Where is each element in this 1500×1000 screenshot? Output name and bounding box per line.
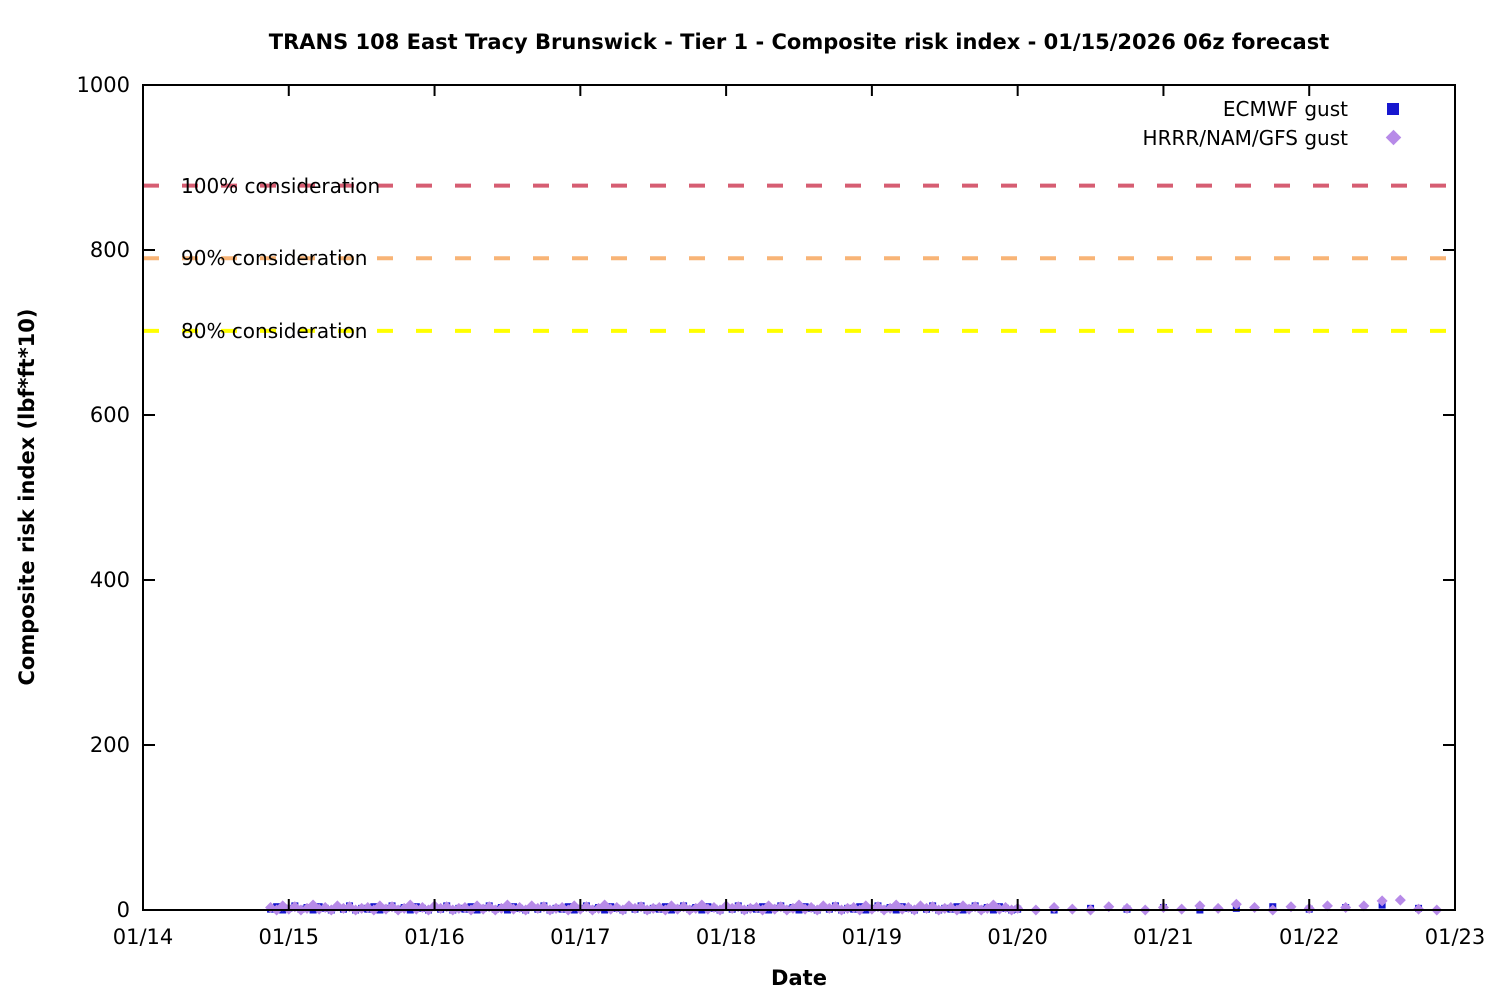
x-tick-label: 01/23: [1425, 925, 1486, 949]
x-tick-label: 01/18: [696, 925, 757, 949]
legend-item-hrrr-nam-gfs: HRRR/NAM/GFS gust: [1080, 123, 1410, 152]
x-tick-label: 01/22: [1279, 925, 1340, 949]
data-point-marker: [1340, 902, 1352, 914]
data-point-marker: [1230, 898, 1242, 910]
legend-label: HRRR/NAM/GFS gust: [1142, 125, 1348, 150]
threshold-label-80pct: 80% consideration: [181, 318, 368, 343]
y-tick-label: 0: [117, 898, 130, 922]
y-tick-label: 1000: [77, 73, 130, 97]
y-tick-label: 600: [90, 403, 130, 427]
y-tick-label: 400: [90, 568, 130, 592]
legend-label: ECMWF gust: [1222, 96, 1348, 121]
data-point-marker: [1358, 900, 1370, 912]
data-point-marker: [1212, 902, 1224, 914]
x-axis-title: Date: [771, 966, 827, 990]
diamond-marker-icon: [1376, 129, 1410, 146]
data-point-marker: [1249, 902, 1261, 914]
y-tick-label: 200: [90, 733, 130, 757]
data-point-marker: [1121, 902, 1133, 914]
y-tick-label: 800: [90, 238, 130, 262]
data-point-marker: [1394, 894, 1406, 906]
x-tick-label: 01/15: [259, 925, 320, 949]
x-tick-label: 01/19: [842, 925, 903, 949]
y-axis-title: Composite risk index (lbf*ft*10): [15, 308, 39, 686]
threshold-label-90pct: 90% consideration: [181, 246, 368, 271]
data-point-marker: [1376, 895, 1388, 907]
legend-item-ecmwf: ECMWF gust: [1080, 94, 1410, 123]
data-point-marker: [1048, 902, 1060, 914]
x-tick-label: 01/21: [1133, 925, 1194, 949]
data-point-marker: [1194, 900, 1206, 912]
chart-title: TRANS 108 East Tracy Brunswick - Tier 1 …: [268, 30, 1330, 54]
x-tick-label: 01/16: [404, 925, 465, 949]
x-tick-label: 01/14: [113, 925, 174, 949]
threshold-label-100pct: 100% consideration: [181, 173, 381, 198]
x-tick-label: 01/17: [550, 925, 611, 949]
plot-border: [142, 84, 1456, 911]
x-tick-label: 01/20: [987, 925, 1048, 949]
square-marker-icon: [1376, 102, 1410, 115]
data-point-marker: [1321, 900, 1333, 912]
legend: ECMWF gust HRRR/NAM/GFS gust: [1080, 94, 1410, 152]
